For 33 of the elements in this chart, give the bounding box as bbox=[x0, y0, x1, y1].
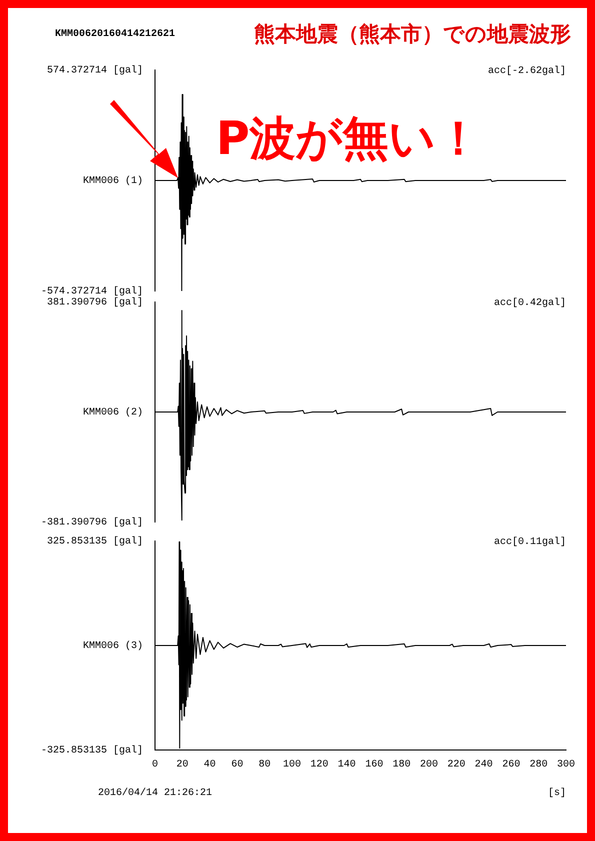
x-tick-label: 160 bbox=[365, 760, 384, 771]
x-tick-label: 100 bbox=[282, 760, 302, 771]
y-tick-label: 381.390796 [gal] bbox=[46, 296, 143, 309]
x-tick-label: 260 bbox=[502, 760, 520, 771]
text: 2016/04/14 21:26:21 bbox=[98, 788, 212, 799]
y-tick-label: KMM006 (1) bbox=[82, 175, 143, 188]
x-tick-label: 180 bbox=[392, 760, 411, 771]
x-axis-title: [s] bbox=[548, 788, 566, 799]
x-tick-label: 120 bbox=[310, 760, 328, 771]
x-tick-label: 40 bbox=[204, 760, 216, 771]
y-tick-label: -574.372714 [gal] bbox=[40, 286, 143, 298]
x-tick-label: 240 bbox=[474, 760, 493, 771]
x-tick-label: 140 bbox=[338, 760, 356, 771]
chart-subtitle: KMM00620160414212621 bbox=[55, 29, 176, 40]
y-tick-label: 574.372714 [gal] bbox=[46, 64, 143, 77]
annotation: acc[0.11gal] bbox=[494, 537, 566, 548]
y-tick-label: 325.853135 [gal] bbox=[46, 536, 143, 548]
x-tick-label: 220 bbox=[447, 760, 466, 771]
y-tick-label: KMM006 (3) bbox=[82, 640, 143, 652]
annotation: acc[0.42gal] bbox=[494, 298, 566, 309]
annotation: acc[-2.62gal] bbox=[488, 66, 566, 77]
y-tick-label: KMM006 (2) bbox=[82, 406, 143, 419]
x-tick-label: 60 bbox=[231, 760, 244, 771]
x-tick-label: 20 bbox=[176, 760, 188, 771]
x-tick-label: 0 bbox=[152, 760, 158, 771]
y-tick-label: -381.390796 [gal] bbox=[40, 516, 143, 529]
annotation: P波が無い！ bbox=[216, 110, 482, 167]
x-tick-label: 300 bbox=[556, 760, 576, 771]
x-tick-label: 200 bbox=[420, 760, 438, 771]
x-tick-label: 280 bbox=[530, 760, 548, 771]
y-tick-label: -325.853135 [gal] bbox=[40, 744, 143, 757]
chart-title: 熊本地震（熊本市）での地震波形 bbox=[254, 21, 571, 48]
x-tick-label: 80 bbox=[258, 760, 271, 771]
